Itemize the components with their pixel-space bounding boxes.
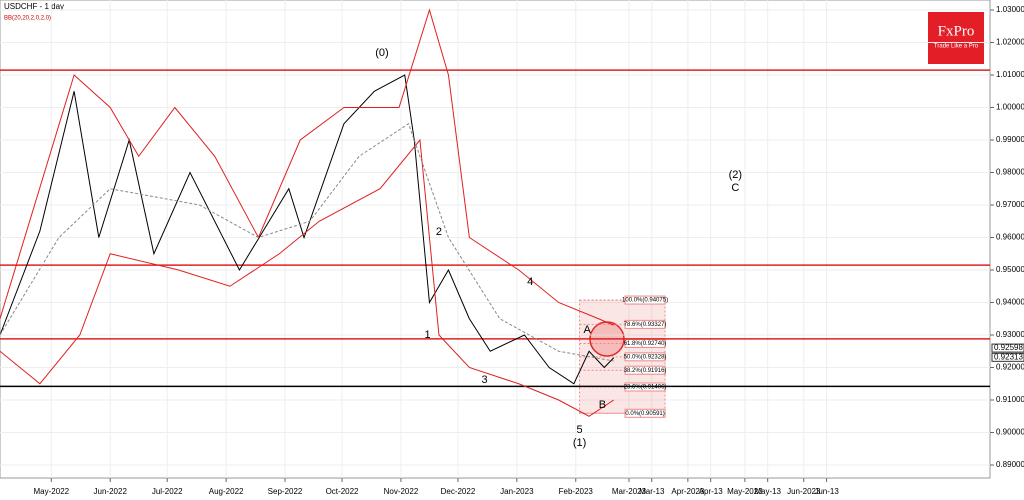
x-tick-label: May-2022 [34, 487, 70, 496]
wave-label: (1) [573, 437, 586, 449]
fib-label-box [624, 319, 666, 329]
price-label: 0.92313 [994, 352, 1023, 361]
fib-label-box [624, 365, 666, 375]
chart-subtitle: BB(20,20,2,0,2,0) [4, 16, 51, 22]
price-label: 0.92598 [994, 343, 1023, 352]
fib-label: 23.6%(0.91406) [624, 385, 667, 391]
y-tick-label: 0.92000 [996, 363, 1024, 372]
fib-label-box [624, 352, 666, 362]
x-tick-label: Aug-2022 [209, 487, 244, 496]
fib-label: 38.2%(0.91916) [624, 368, 667, 374]
wave-label: 1 [424, 329, 430, 341]
x-tick-label: Feb-2023 [559, 487, 594, 496]
plot-frame [0, 0, 991, 479]
x-tick-label: Dec-2022 [441, 487, 476, 496]
x-tick-label: Apr-13 [699, 487, 724, 496]
logo: FxPro [938, 23, 975, 39]
y-tick-label: 0.90000 [996, 428, 1024, 437]
x-tick-label: Sep-2022 [268, 487, 303, 496]
y-tick-label: 0.93000 [996, 330, 1024, 339]
logo-box [928, 12, 984, 64]
price-line [0, 74, 615, 385]
y-tick-label: 0.96000 [996, 233, 1024, 242]
x-tick-label: Jun-2022 [94, 487, 128, 496]
x-tick-label: Oct-2022 [326, 487, 359, 496]
chart-title: USDCHF - 1 day [4, 2, 64, 11]
wave-label: (0) [375, 47, 388, 59]
wave-label: A [583, 324, 591, 336]
y-tick-label: 1.01000 [996, 70, 1024, 79]
y-tick-label: 0.94000 [996, 298, 1024, 307]
wave-label: B [599, 399, 606, 411]
y-tick-label: 1.02000 [996, 38, 1024, 47]
x-tick-label: Jun-2023 [787, 487, 821, 496]
price-label-box [991, 352, 1024, 362]
x-tick-label: Apr-2023 [671, 487, 704, 496]
price-line [0, 138, 615, 417]
price-line [0, 122, 614, 362]
fib-label: 0.0%(0.90591) [625, 411, 664, 417]
x-tick-label: Jan-2023 [500, 487, 534, 496]
y-tick-label: 0.91000 [996, 395, 1024, 404]
x-tick-label: Mar-2023 [612, 487, 647, 496]
wave-label: 2 [436, 226, 442, 238]
x-tick-label: Mar-13 [639, 487, 665, 496]
wave-label: 4 [527, 276, 533, 288]
logo-tagline: Trade Like a Pro [934, 44, 979, 50]
y-tick-label: 1.03000 [996, 5, 1024, 14]
x-tick-label: Nov-2022 [384, 487, 419, 496]
wave-label: C [731, 182, 739, 194]
wave-label: (2) [729, 169, 742, 181]
y-tick-label: 0.98000 [996, 168, 1024, 177]
wave-label: 5 [576, 424, 582, 436]
x-tick-label: May-2023 [727, 487, 763, 496]
y-tick-label: 0.97000 [996, 200, 1024, 209]
fib-label: 78.6%(0.93327) [624, 322, 667, 328]
y-tick-label: 0.89000 [996, 460, 1024, 469]
x-tick-label: Jun-13 [814, 487, 839, 496]
x-tick-label: Jul-2022 [152, 487, 183, 496]
fib-label: 61.8%(0.92740) [624, 341, 667, 347]
fib-label-box [624, 408, 666, 418]
fib-label: 50.0%(0.92328) [624, 354, 667, 360]
fib-label-box [624, 295, 666, 305]
y-tick-label: 1.00000 [996, 103, 1024, 112]
y-tick-label: 0.95000 [996, 265, 1024, 274]
y-tick-label: 0.99000 [996, 135, 1024, 144]
price-line [0, 8, 614, 326]
price-label-box [991, 343, 1024, 353]
x-tick-label: May-13 [754, 487, 781, 496]
fib-label: 100.0%(0.94075) [622, 298, 668, 304]
wave-label: 3 [481, 374, 487, 386]
